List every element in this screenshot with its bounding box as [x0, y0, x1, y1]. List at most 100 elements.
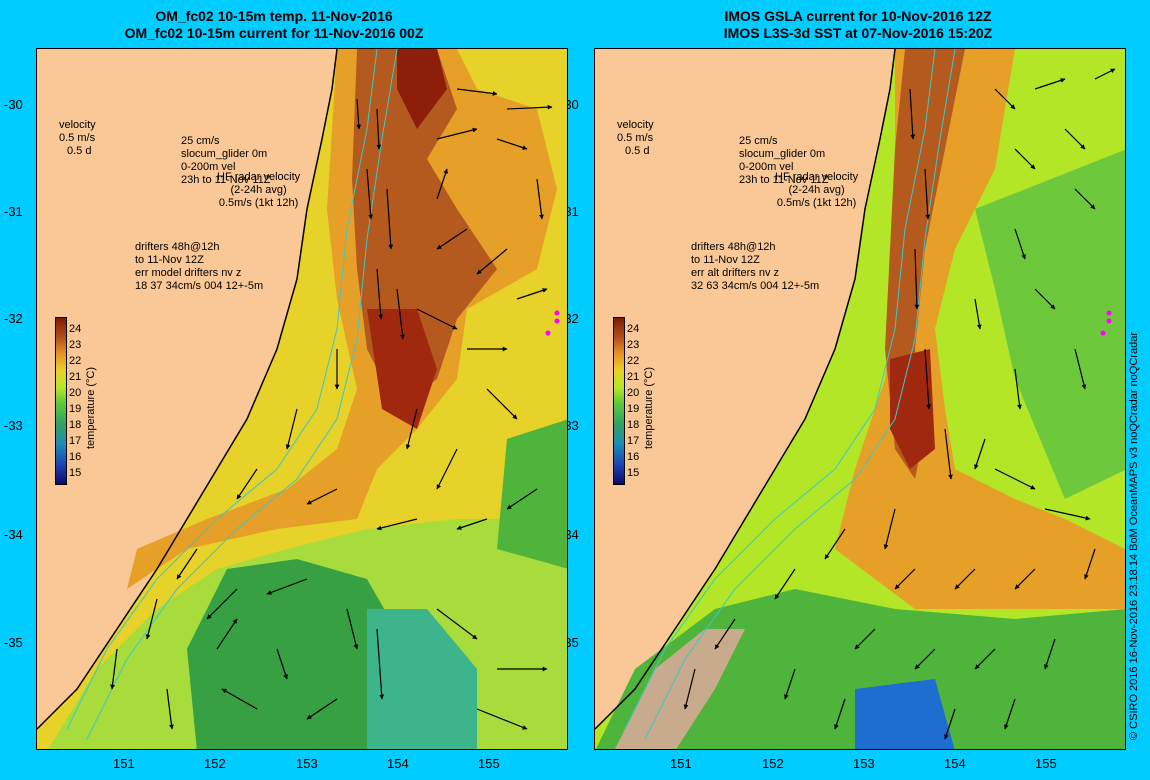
drifter-line: err alt drifters nv z	[691, 267, 780, 279]
drifter-line: drifters 48h@12h	[691, 241, 776, 253]
colorbar-title: temperature (°C)	[643, 366, 655, 449]
lat-tick: -30	[4, 97, 23, 112]
cbar-tick: 17	[627, 435, 640, 447]
velocity-label: velocity	[617, 119, 654, 131]
glider-time: 23h to 11-Nov 11Z	[739, 174, 829, 186]
drifter-line: to 11-Nov 12Z	[135, 254, 204, 266]
drifter-legend: drifters 48h@12h to 11-Nov 12Z err model…	[135, 241, 263, 293]
lon-tick: 155	[1035, 756, 1057, 771]
lat-tick: -34	[4, 527, 23, 542]
drifter-marker	[554, 310, 560, 316]
left-title-line2: OM_fc02 10-15m current for 11-Nov-2016 0…	[124, 25, 424, 41]
drifter-legend: drifters 48h@12h to 11-Nov 12Z err alt d…	[691, 241, 819, 293]
isobath-contour	[86, 49, 398, 740]
cbar-tick: 24	[69, 323, 82, 335]
lon-tick: 153	[853, 756, 875, 771]
green-region	[975, 149, 1125, 499]
drifter-line: drifters 48h@12h	[135, 241, 220, 253]
radar-legend: HF radar velocity (2-24h avg) 0.5m/s (1k…	[217, 171, 300, 210]
lon-tick: 152	[204, 756, 226, 771]
cbar-tick: 15	[627, 467, 640, 479]
temperature-colorbar	[613, 317, 625, 485]
velocity-speed: 0.5 m/s	[617, 132, 654, 144]
drifter-line: to 11-Nov 12Z	[691, 254, 760, 266]
drifter-marker	[545, 330, 551, 336]
cbar-tick: 16	[627, 451, 640, 463]
cbar-tick: 21	[69, 371, 82, 383]
warmest-core	[397, 49, 447, 129]
warm-core-lower	[367, 309, 437, 429]
lat-tick: -35	[4, 635, 23, 650]
colorbar-title: temperature (°C)	[85, 366, 97, 449]
lon-tick: 152	[762, 756, 784, 771]
cbar-tick: 16	[69, 451, 82, 463]
left-title-line1: OM_fc02 10-15m temp. 11-Nov-2016	[155, 8, 393, 24]
glider-legend: 25 cm/s slocum_glider 0m 0-200m vel 23h …	[181, 135, 270, 187]
credit-text: © CSIRO 2016 16-Nov-2016 23:18:14 BoM Oc…	[1128, 332, 1140, 740]
cbar-tick: 20	[627, 387, 640, 399]
right-title-line2: IMOS L3S-3d SST at 07-Nov-2016 15:20Z	[723, 25, 993, 41]
cbar-tick: 21	[627, 371, 640, 383]
cbar-tick: 18	[69, 419, 82, 431]
glider-time: 23h to 11-Nov 11Z	[181, 174, 271, 186]
velocity-arrows	[683, 68, 1116, 740]
lat-tick: -33	[4, 418, 23, 433]
drifter-marker	[554, 318, 560, 324]
lon-tick: 154	[387, 756, 409, 771]
right-title: IMOS GSLA current for 10-Nov-2016 12Z IM…	[598, 8, 1118, 42]
cbar-tick: 20	[69, 387, 82, 399]
isobath-contour	[66, 49, 378, 730]
right-map-svg	[595, 49, 1125, 749]
cbar-tick: 23	[69, 339, 82, 351]
left-map-svg	[37, 49, 567, 749]
drifter-line: 18 37 34cm/s 004 12+-5m	[135, 280, 264, 292]
radar-label: HF radar velocity	[217, 171, 301, 183]
glider-depth: 0-200m vel	[739, 161, 794, 173]
lon-tick: 154	[944, 756, 966, 771]
warmest-core	[890, 349, 935, 469]
left-map-panel: velocity 0.5 m/s 0.5 d 25 cm/s slocum_gl…	[36, 48, 568, 750]
drifter-marker	[1106, 318, 1112, 324]
radar-scale: 0.5m/s (1kt 12h)	[776, 197, 857, 209]
right-title-line1: IMOS GSLA current for 10-Nov-2016 12Z	[724, 8, 992, 24]
warm-current	[127, 49, 557, 589]
cbar-tick: 18	[627, 419, 640, 431]
glider-label: slocum_glider 0m	[739, 148, 826, 160]
isobath-contour	[644, 49, 956, 740]
temperature-colorbar	[55, 317, 67, 485]
cbar-tick: 17	[69, 435, 82, 447]
radar-label: HF radar velocity	[775, 171, 859, 183]
missing-data	[615, 629, 745, 749]
drifter-marker	[1100, 330, 1106, 336]
lat-tick: -31	[4, 204, 23, 219]
radar-avg: (2-24h avg)	[788, 184, 845, 196]
left-title: OM_fc02 10-15m temp. 11-Nov-2016 OM_fc02…	[14, 8, 534, 42]
drifter-line: 32 63 34cm/s 004 12+-5m	[691, 280, 820, 292]
radar-scale: 0.5m/s (1kt 12h)	[218, 197, 299, 209]
cbar-tick: 19	[69, 403, 82, 415]
velocity-legend: velocity 0.5 m/s 0.5 d	[617, 119, 654, 158]
lat-tick: -32	[4, 311, 23, 326]
velocity-duration: 0.5 d	[625, 145, 650, 157]
coldest-patch	[855, 679, 955, 749]
velocity-legend: velocity 0.5 m/s 0.5 d	[59, 119, 96, 158]
glider-legend: 25 cm/s slocum_glider 0m 0-200m vel 23h …	[739, 135, 828, 187]
lon-tick: 155	[478, 756, 500, 771]
cbar-tick: 19	[627, 403, 640, 415]
lon-tick: 153	[296, 756, 318, 771]
radar-avg: (2-24h avg)	[230, 184, 287, 196]
cbar-tick: 23	[627, 339, 640, 351]
velocity-speed: 0.5 m/s	[59, 132, 96, 144]
lon-tick: 151	[113, 756, 135, 771]
right-map-panel: velocity 0.5 m/s 0.5 d 25 cm/s slocum_gl…	[594, 48, 1126, 750]
coldest-patch	[367, 609, 477, 749]
coastline	[37, 49, 338, 730]
drifter-line: err model drifters nv z	[135, 267, 242, 279]
east-green-patch	[497, 419, 567, 569]
glider-scale: 25 cm/s	[181, 135, 220, 147]
drifter-marker	[1106, 310, 1112, 316]
glider-label: slocum_glider 0m	[181, 148, 268, 160]
cbar-tick: 22	[69, 355, 82, 367]
coastline	[595, 49, 896, 730]
glider-depth: 0-200m vel	[181, 161, 236, 173]
